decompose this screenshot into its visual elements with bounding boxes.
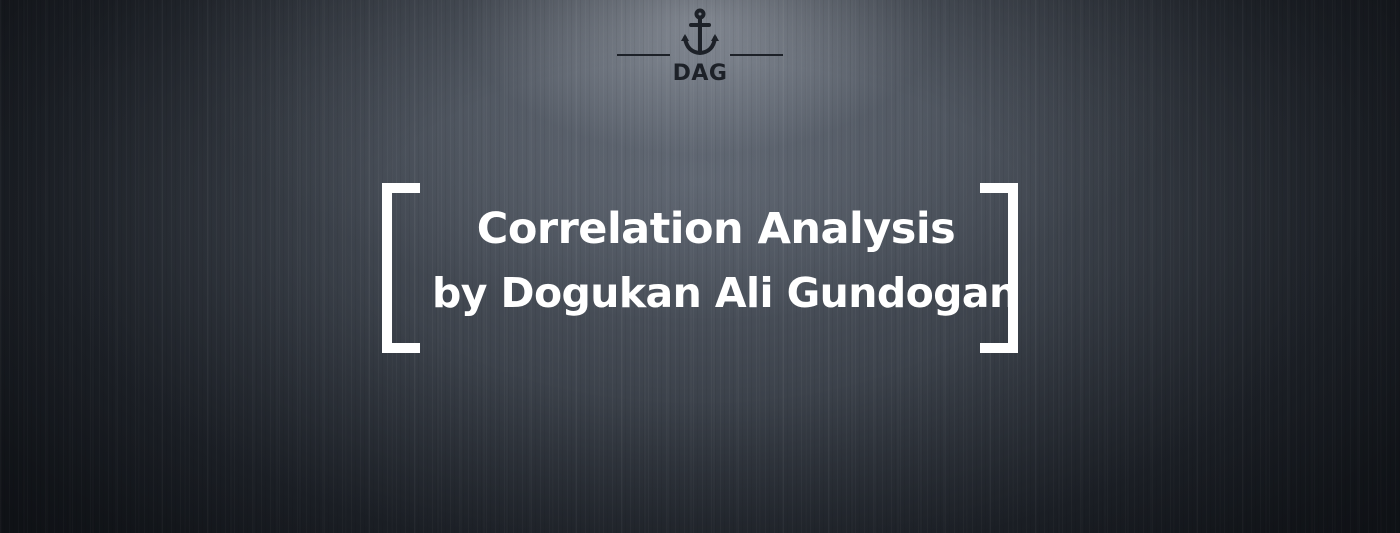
anchor-icon [681,8,719,55]
logo-line-right [730,54,783,56]
logo-text: DAG [672,61,728,86]
logo-line-left [617,54,670,56]
left-bracket [382,183,420,353]
right-bracket [980,183,1018,353]
page-title: Correlation Analysis [476,204,956,254]
logo: DAG [615,6,785,90]
page-subtitle: by Dogukan Ali Gundogan [432,269,1018,317]
